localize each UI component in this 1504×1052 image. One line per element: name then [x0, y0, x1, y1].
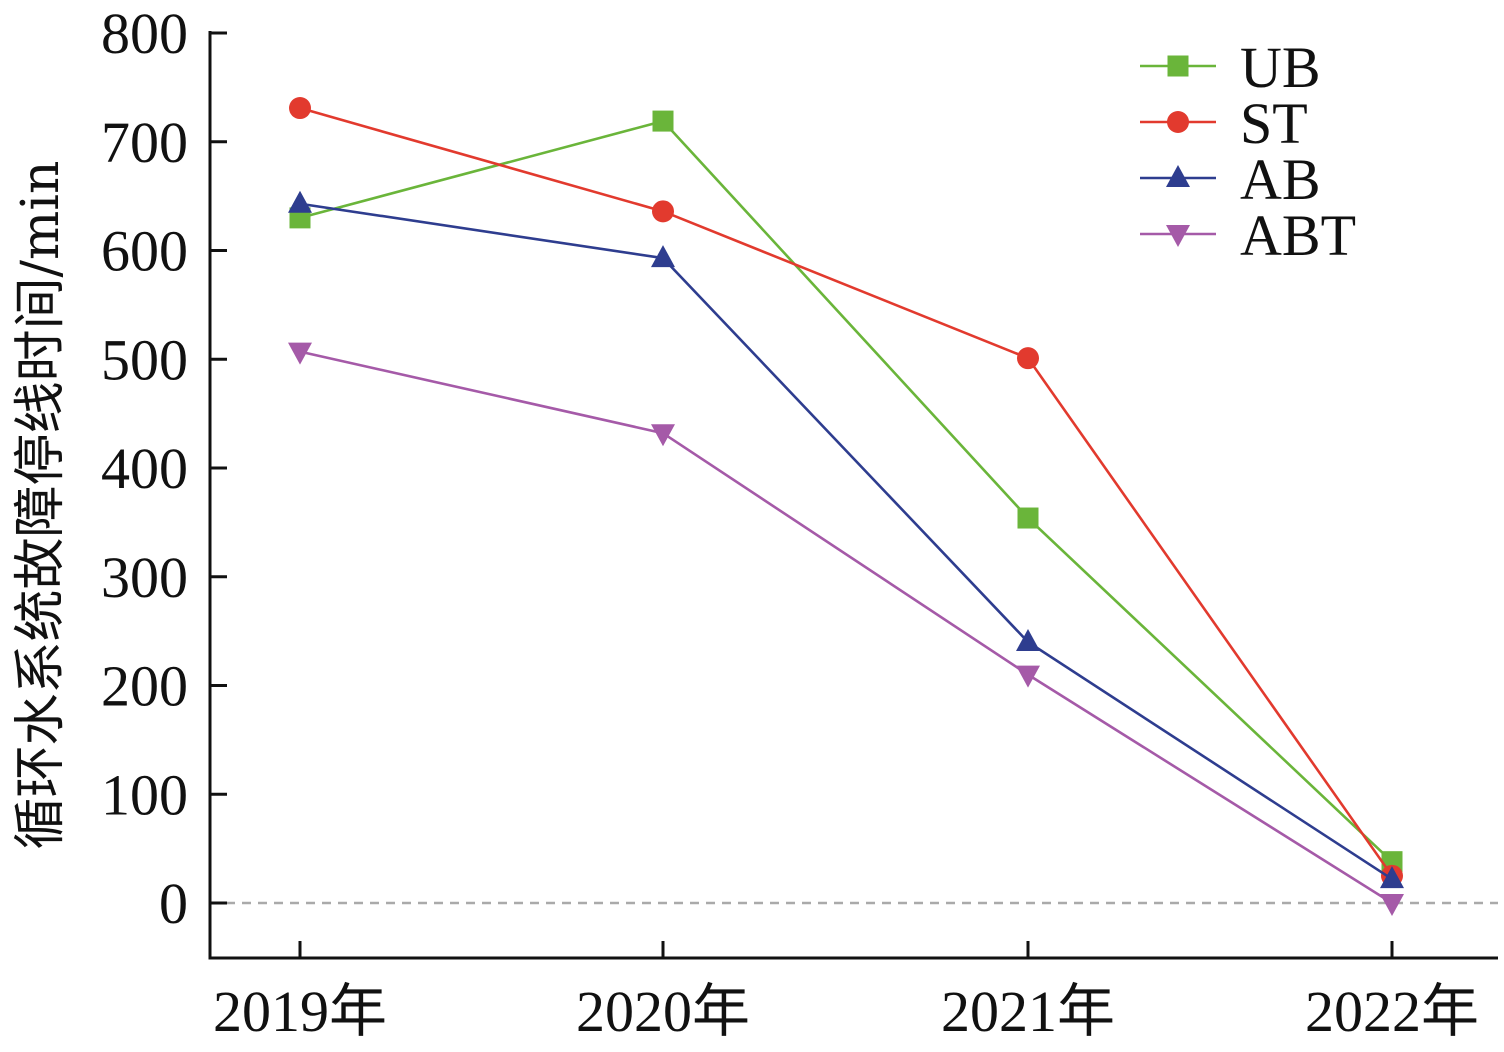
data-point-st [1017, 347, 1039, 370]
data-point-abt [1380, 894, 1404, 916]
series-line-ab [299, 202, 1393, 881]
y-tick-label: 600 [101, 219, 188, 284]
series-ab [288, 190, 1404, 889]
data-point-ub [1017, 507, 1039, 529]
axes: 0 100 200 300 400 500 600 700 800 2019年 2020年 2021年… [101, 1, 1498, 1044]
data-point-st [289, 97, 311, 120]
y-tick-label: 0 [159, 871, 188, 936]
data-point-ab [288, 190, 312, 213]
y-tick-label: 400 [101, 436, 188, 501]
x-tick-label: 2020年 [576, 979, 750, 1044]
x-tick-label: 2021年 [941, 979, 1115, 1044]
legend-item-ub: UB [1140, 35, 1321, 100]
legend-marker [1167, 111, 1189, 133]
y-tick-label: 700 [101, 110, 188, 175]
data-point-ab [1016, 629, 1040, 651]
series-line-abt [299, 350, 1393, 905]
y-tick-label: 100 [101, 762, 188, 827]
data-point-ab [651, 245, 675, 268]
data-point-ub [652, 110, 674, 132]
legend-label: ST [1240, 91, 1308, 156]
legend-marker [1167, 55, 1189, 77]
y-axis-label: 循环水系统故障停线时间/min [11, 161, 71, 850]
legend-marker [1166, 225, 1190, 247]
data-point-abt [1016, 665, 1040, 688]
x-tick-label: 2022年 [1305, 979, 1479, 1044]
series-layer [288, 97, 1404, 916]
series-st [289, 97, 1403, 887]
data-point-st [652, 200, 674, 223]
y-tick-label: 200 [101, 654, 188, 719]
legend-label: UB [1240, 35, 1321, 100]
y-tick-label: 500 [101, 327, 188, 392]
legend-item-ab: AB [1140, 147, 1321, 212]
legend-marker [1166, 165, 1190, 187]
series-line-ub [299, 119, 1393, 863]
legend-label: ABT [1240, 203, 1356, 268]
x-tick-label: 2019年 [213, 979, 387, 1044]
data-point-abt [288, 342, 312, 365]
y-tick-label: 800 [101, 1, 188, 66]
y-tick-label: 300 [101, 545, 188, 610]
legend-item-st: ST [1140, 91, 1308, 156]
series-abt [288, 342, 1404, 916]
legend-item-abt: ABT [1140, 203, 1356, 268]
data-point-abt [651, 424, 675, 447]
data-point-ab [1380, 866, 1404, 889]
legend-label: AB [1240, 147, 1321, 212]
series-line-st [299, 106, 1394, 877]
series-ub [289, 110, 1403, 873]
